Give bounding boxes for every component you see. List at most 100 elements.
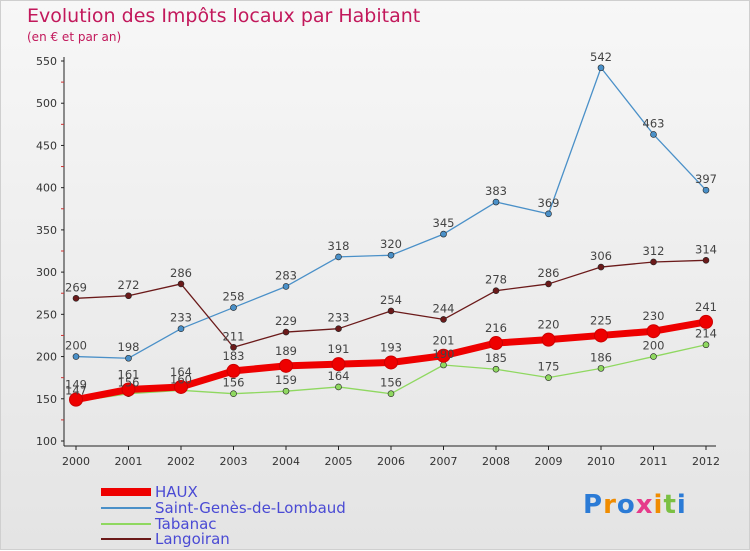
data-point: [226, 363, 241, 378]
data-label: 164: [328, 369, 350, 383]
data-label: 183: [223, 349, 245, 363]
data-point: [282, 283, 290, 290]
data-label: 272: [118, 278, 140, 292]
data-point: [69, 392, 83, 407]
data-label: 220: [538, 318, 560, 332]
legend-swatch-tabanac: [101, 523, 151, 525]
data-label: 225: [590, 313, 612, 327]
data-point: [440, 230, 447, 238]
data-point: [702, 341, 710, 349]
data-point: [174, 379, 188, 394]
data-label: 149: [65, 378, 87, 392]
data-label: 230: [643, 309, 665, 323]
data-point: [177, 325, 185, 332]
data-label: 312: [643, 244, 665, 258]
data-label: 269: [65, 280, 87, 294]
data-point: [230, 390, 237, 398]
data-point: [440, 316, 447, 323]
data-point: [335, 383, 342, 391]
x-tick-label: 2006: [377, 455, 405, 468]
data-point: [335, 325, 342, 332]
data-label: 283: [275, 268, 297, 282]
data-label: 345: [433, 216, 455, 230]
data-point: [436, 348, 451, 363]
chart-title: Evolution des Impôts locaux par Habitant: [27, 5, 421, 27]
x-tick-label: 2007: [430, 455, 458, 468]
data-label: 542: [590, 50, 612, 64]
legend-label-haux: HAUX: [155, 483, 198, 501]
data-label: 216: [485, 321, 507, 335]
data-label: 159: [275, 373, 297, 387]
labels-haux: 149 161 164 183 189 191 193 201 216 220 225 230 241: [65, 300, 717, 392]
data-label: 161: [118, 367, 140, 381]
data-point: [545, 280, 552, 288]
data-point: [492, 365, 500, 373]
data-point: [335, 253, 342, 261]
data-label: 211: [223, 329, 245, 343]
data-point: [125, 354, 132, 362]
data-point: [387, 251, 395, 259]
data-label: 320: [380, 237, 402, 251]
data-label: 244: [433, 301, 455, 315]
series-langoiran: [72, 256, 710, 351]
data-label: 185: [485, 351, 507, 365]
data-label: 306: [590, 249, 612, 263]
data-label: 254: [380, 293, 402, 307]
y-tick-label: 200: [36, 351, 57, 364]
axes: 100 150 200 250 300 350 400 450 500 550 2000 2001 20…: [36, 55, 720, 468]
y-tick-label: 250: [36, 308, 57, 321]
x-tick-label: 2005: [325, 455, 353, 468]
y-tick-label: 450: [36, 139, 57, 152]
data-point: [646, 324, 661, 339]
data-label: 214: [695, 327, 717, 341]
legend-label-tabanac: Tabanac: [155, 515, 217, 533]
data-point: [489, 336, 503, 351]
data-label: 200: [65, 339, 87, 353]
x-tick-label: 2003: [220, 455, 248, 468]
legend-swatch-haux: [101, 488, 151, 496]
data-label: 160: [170, 372, 192, 386]
data-point: [541, 332, 556, 347]
data-point: [597, 263, 605, 271]
data-point: [282, 328, 290, 336]
data-label: 156: [118, 376, 140, 390]
labels-saint-gen-s-de-lombaud: 200 198 233 258 283 318 320 345 383 369 542 463 397: [65, 50, 717, 354]
data-point: [384, 355, 398, 370]
data-point: [387, 307, 395, 315]
x-tick-label: 2010: [587, 455, 615, 468]
data-label: 318: [328, 239, 350, 253]
data-label: 229: [275, 314, 297, 328]
data-point: [72, 353, 80, 360]
data-label: 397: [695, 172, 717, 186]
x-tick-label: 2001: [115, 455, 143, 468]
y-tick-label: 150: [36, 393, 57, 406]
data-label: 189: [275, 344, 297, 358]
data-label: 164: [170, 365, 192, 379]
data-label: 286: [538, 266, 560, 280]
data-point: [72, 294, 80, 302]
series-saint-gen-s-de-lombaud: [72, 64, 710, 362]
data-point: [230, 304, 237, 311]
data-point: [650, 258, 657, 266]
data-point: [702, 256, 710, 264]
legend-label-langoiran: Langoiran: [155, 530, 230, 548]
data-point: [492, 287, 500, 294]
x-tick-label: 2008: [482, 455, 510, 468]
data-point: [650, 131, 657, 138]
y-tick-label: 100: [36, 435, 57, 448]
data-label: 383: [485, 184, 507, 198]
legend-swatch-saint-genes: [101, 507, 151, 509]
legend-label-saint-genes: Saint-Genès-de-Lombaud: [155, 499, 346, 517]
data-point: [125, 292, 132, 300]
series-haux: [69, 314, 713, 407]
data-label: 278: [485, 273, 507, 287]
data-label: 190: [433, 347, 455, 361]
data-point: [121, 382, 136, 397]
data-label: 193: [380, 340, 402, 354]
x-tick-label: 2009: [535, 455, 563, 468]
data-label: 233: [170, 311, 192, 325]
data-label: 198: [118, 340, 140, 354]
data-label: 258: [223, 290, 245, 304]
y-tick-label: 550: [36, 55, 57, 68]
